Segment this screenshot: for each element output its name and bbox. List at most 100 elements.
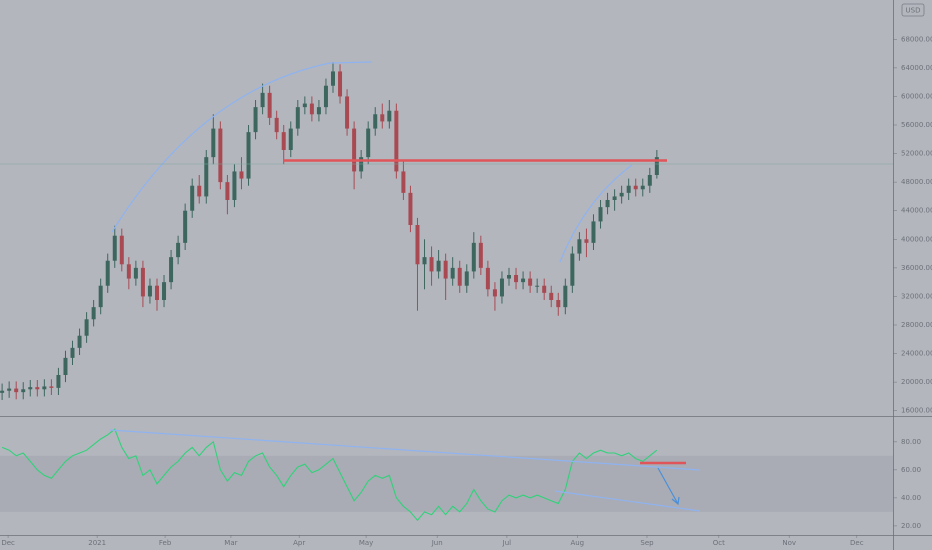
candle-body (28, 387, 33, 390)
candle-body (436, 260, 441, 272)
y-tick-label: 60000.00 (901, 92, 932, 100)
candle-body (457, 267, 462, 286)
y-tick-label: 32000.00 (901, 292, 932, 300)
candle-body (556, 300, 561, 308)
candle-body (112, 235, 117, 261)
rsi-lower-trendline (554, 490, 701, 512)
marks (0, 62, 659, 522)
candle-body (478, 242, 483, 268)
candle-body (464, 271, 469, 286)
arc-drawing-2 (559, 164, 633, 263)
y2-tick-label: 80.00 (901, 438, 921, 446)
x-tick-label: Mar (224, 539, 237, 547)
candle-body (183, 210, 188, 243)
currency-label[interactable]: USD (906, 7, 921, 15)
candle-body (330, 71, 335, 86)
candle-body (450, 267, 455, 279)
y-tick-label: 40000.00 (901, 235, 932, 243)
candle-body (49, 386, 54, 388)
candle-body (288, 128, 293, 150)
currency-box[interactable] (901, 3, 925, 17)
candle-body (56, 375, 61, 388)
candle-body (70, 347, 75, 358)
y-tick-label: 36000.00 (901, 264, 932, 272)
candle-body (232, 171, 237, 200)
x-tick-label: May (359, 539, 373, 547)
x-tick-label: Apr (293, 539, 305, 547)
candle-body (267, 92, 272, 118)
candle-body (387, 110, 392, 122)
candle-body (542, 285, 547, 293)
candle-body (253, 107, 258, 133)
candle-body (654, 157, 659, 175)
rsi-upper-trendline (109, 429, 701, 471)
candle-body (126, 264, 131, 279)
candle-body (366, 128, 371, 158)
y-tick-label: 28000.00 (901, 321, 932, 329)
y2-tick-label: 60.00 (901, 466, 921, 474)
candle-body (338, 71, 343, 97)
candle-body (570, 253, 575, 286)
candle-body (408, 192, 413, 225)
y-tick-label: 52000.00 (901, 150, 932, 158)
candle-body (626, 185, 631, 193)
candle-body (612, 196, 617, 200)
candle-body (429, 257, 434, 272)
candle-body (640, 185, 645, 190)
candle-body (246, 132, 251, 179)
candle-body (133, 267, 138, 279)
candle-body (225, 182, 230, 200)
candle-body (98, 285, 103, 308)
candle-body (197, 185, 202, 197)
candle-body (169, 257, 174, 283)
candle-body (91, 307, 96, 320)
y-tick-label: 24000.00 (901, 350, 932, 358)
candle-body (260, 92, 265, 108)
candle-body (119, 235, 124, 265)
y-tick-label: 20000.00 (901, 378, 932, 386)
candle-body (577, 239, 582, 254)
candle-body (605, 200, 610, 208)
candle-body (204, 157, 209, 197)
candle-body (598, 207, 603, 222)
rsi-band (0, 455, 893, 512)
candle-body (485, 267, 490, 290)
candle-body (176, 242, 181, 258)
candle-body (239, 171, 244, 179)
candle-body (563, 285, 568, 308)
candle-body (535, 285, 540, 287)
candle-body (0, 390, 5, 393)
candle-body (514, 275, 519, 283)
candle-body (281, 132, 286, 150)
candle-body (42, 386, 47, 390)
grid (0, 38, 897, 538)
candle-body (309, 103, 314, 115)
candle-body (84, 319, 89, 336)
candle-body (507, 275, 512, 279)
candle-body (521, 278, 526, 283)
candle-body (443, 260, 448, 279)
candle-body (190, 185, 195, 211)
candle-body (619, 192, 624, 197)
candle-body (63, 357, 68, 375)
candle-body (316, 107, 321, 115)
candle-body (35, 387, 40, 390)
y-tick-label: 56000.00 (901, 121, 932, 129)
candle-body (549, 292, 554, 300)
candle-body (373, 114, 378, 129)
candle-body (499, 278, 504, 297)
x-tick-label: 2021 (88, 539, 106, 547)
x-tick-label: Sep (640, 539, 654, 547)
candle-body (380, 114, 385, 122)
candle-body (295, 107, 300, 129)
arc-drawing (111, 61, 373, 233)
x-tick-label: Feb (159, 539, 172, 547)
x-tick-label: Nov (782, 539, 796, 547)
x-tick-label: Jun (431, 539, 443, 547)
candle-body (415, 225, 420, 265)
candle-body (274, 117, 279, 133)
candle-body (647, 175, 652, 186)
x-tick-label: Aug (570, 539, 584, 547)
arrow (657, 467, 680, 506)
